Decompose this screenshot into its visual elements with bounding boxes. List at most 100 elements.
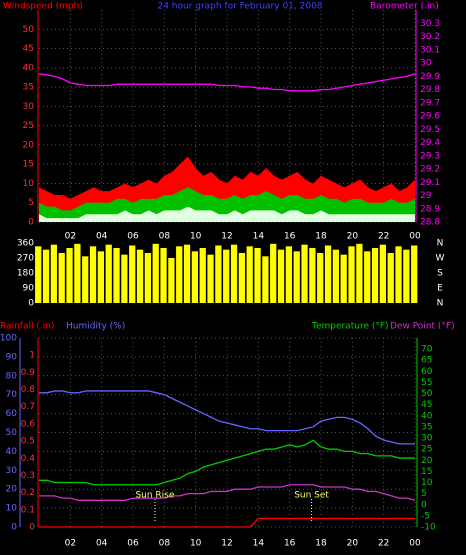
header-label: Humidity (%) bbox=[66, 322, 125, 332]
y-tick-label: 40 bbox=[6, 447, 18, 457]
y-tick-label: 65 bbox=[421, 356, 432, 366]
y-tick-label: 10 bbox=[23, 179, 35, 189]
header-label: Windspeed (mph) bbox=[3, 2, 83, 12]
direction-bar bbox=[121, 254, 128, 303]
y-tick-label: 45 bbox=[421, 400, 432, 410]
x-tick-label: 06 bbox=[127, 232, 139, 242]
y-tick-label: 5 bbox=[421, 489, 427, 499]
direction-bar bbox=[105, 244, 112, 303]
y-tick-label: 55 bbox=[421, 378, 432, 388]
direction-bar bbox=[238, 253, 246, 303]
y-tick-label: 40 bbox=[23, 63, 35, 73]
y-tick-label: E bbox=[437, 284, 443, 294]
y-tick-label: 50 bbox=[421, 389, 433, 399]
x-tick-label: 00 bbox=[409, 539, 421, 549]
y-tick-label: 20 bbox=[23, 140, 35, 150]
wind-area bbox=[39, 206, 415, 222]
direction-bar bbox=[42, 249, 50, 303]
direction-bar bbox=[113, 248, 120, 303]
y-tick-label: 180 bbox=[17, 269, 34, 279]
direction-bar bbox=[230, 244, 238, 303]
y-tick-label: S bbox=[437, 269, 443, 279]
y-tick-label: 29.6 bbox=[420, 112, 440, 122]
direction-bar bbox=[82, 256, 89, 303]
y-tick-label: 20 bbox=[421, 456, 433, 466]
x-tick-label: 10 bbox=[190, 232, 202, 242]
direction-bar bbox=[176, 246, 183, 303]
y-tick-label: 30.2 bbox=[420, 32, 440, 42]
annotation-label: Sun Set bbox=[294, 491, 329, 501]
header-label: Barometer (.in) bbox=[370, 2, 439, 12]
y-tick-label: 50 bbox=[6, 428, 18, 438]
direction-bar bbox=[270, 243, 277, 303]
x-tick-label: 12 bbox=[221, 539, 232, 549]
y-tick-label: 0.4 bbox=[21, 454, 36, 464]
y-tick-label: N bbox=[437, 299, 444, 309]
series-line bbox=[38, 72, 416, 92]
direction-bar bbox=[371, 248, 379, 303]
annotation-label: Sun Rise bbox=[135, 491, 174, 501]
x-tick-label: 18 bbox=[315, 539, 327, 549]
y-tick-label: 0.2 bbox=[21, 488, 35, 498]
y-tick-label: 28.8 bbox=[420, 218, 440, 228]
y-tick-label: 80 bbox=[6, 371, 18, 381]
x-tick-label: 12 bbox=[221, 232, 232, 242]
y-tick-label: 60 bbox=[421, 367, 433, 377]
x-tick-label: 04 bbox=[96, 232, 108, 242]
direction-bar bbox=[293, 251, 300, 303]
y-tick-label: W bbox=[436, 254, 445, 264]
y-tick-label: 0.8 bbox=[21, 385, 36, 395]
y-tick-label: 0.6 bbox=[21, 419, 36, 429]
y-tick-label: 70 bbox=[6, 390, 18, 400]
series-line bbox=[39, 439, 415, 486]
direction-bar bbox=[129, 245, 136, 303]
y-tick-label: 20 bbox=[6, 485, 18, 495]
x-tick-label: 08 bbox=[159, 539, 171, 549]
y-tick-label: 29.7 bbox=[420, 98, 440, 108]
direction-bar bbox=[340, 254, 347, 303]
y-tick-label: 29.5 bbox=[420, 125, 440, 135]
y-tick-label: 0.5 bbox=[21, 437, 35, 447]
direction-bar bbox=[199, 248, 206, 303]
direction-bar bbox=[223, 249, 230, 303]
x-tick-label: 22 bbox=[378, 232, 389, 242]
y-tick-label: 10 bbox=[6, 504, 18, 514]
direction-bar bbox=[215, 245, 222, 303]
direction-bar bbox=[332, 249, 340, 303]
direction-bar bbox=[207, 254, 214, 303]
direction-bar bbox=[246, 246, 253, 303]
series-line bbox=[39, 390, 415, 445]
direction-bar bbox=[97, 251, 105, 303]
direction-bar bbox=[136, 249, 144, 303]
y-tick-label: 0.9 bbox=[21, 368, 36, 378]
y-tick-label: 29.4 bbox=[420, 138, 440, 148]
y-tick-label: 15 bbox=[421, 467, 432, 477]
y-tick-label: 0.3 bbox=[21, 471, 35, 481]
y-tick-label: 0 bbox=[28, 218, 34, 228]
x-tick-label: 04 bbox=[96, 539, 108, 549]
x-tick-label: 08 bbox=[159, 232, 171, 242]
direction-bar bbox=[285, 246, 293, 303]
direction-bar bbox=[183, 244, 191, 303]
x-tick-label: 16 bbox=[284, 232, 296, 242]
y-tick-label: 29.1 bbox=[420, 178, 440, 188]
direction-bar bbox=[160, 248, 167, 303]
y-tick-label: 0.1 bbox=[21, 505, 35, 515]
x-tick-label: 22 bbox=[378, 539, 389, 549]
y-tick-label: 0 bbox=[28, 299, 34, 309]
direction-bar bbox=[309, 248, 316, 303]
direction-bar bbox=[152, 243, 159, 303]
y-tick-label: 25 bbox=[23, 121, 34, 131]
x-tick-label: 16 bbox=[284, 539, 296, 549]
direction-bar bbox=[277, 249, 285, 303]
header-label: Rainfall (.in) bbox=[0, 322, 54, 332]
y-tick-label: 35 bbox=[421, 422, 432, 432]
direction-bar bbox=[324, 245, 332, 303]
y-tick-label: 0.7 bbox=[21, 402, 35, 412]
series-line bbox=[39, 484, 416, 501]
y-tick-label: 90 bbox=[6, 352, 18, 362]
y-tick-label: 15 bbox=[23, 160, 34, 170]
header-label: Temperature (°F) bbox=[311, 322, 389, 332]
direction-bar bbox=[348, 246, 355, 303]
y-tick-label: 30 bbox=[6, 466, 18, 476]
